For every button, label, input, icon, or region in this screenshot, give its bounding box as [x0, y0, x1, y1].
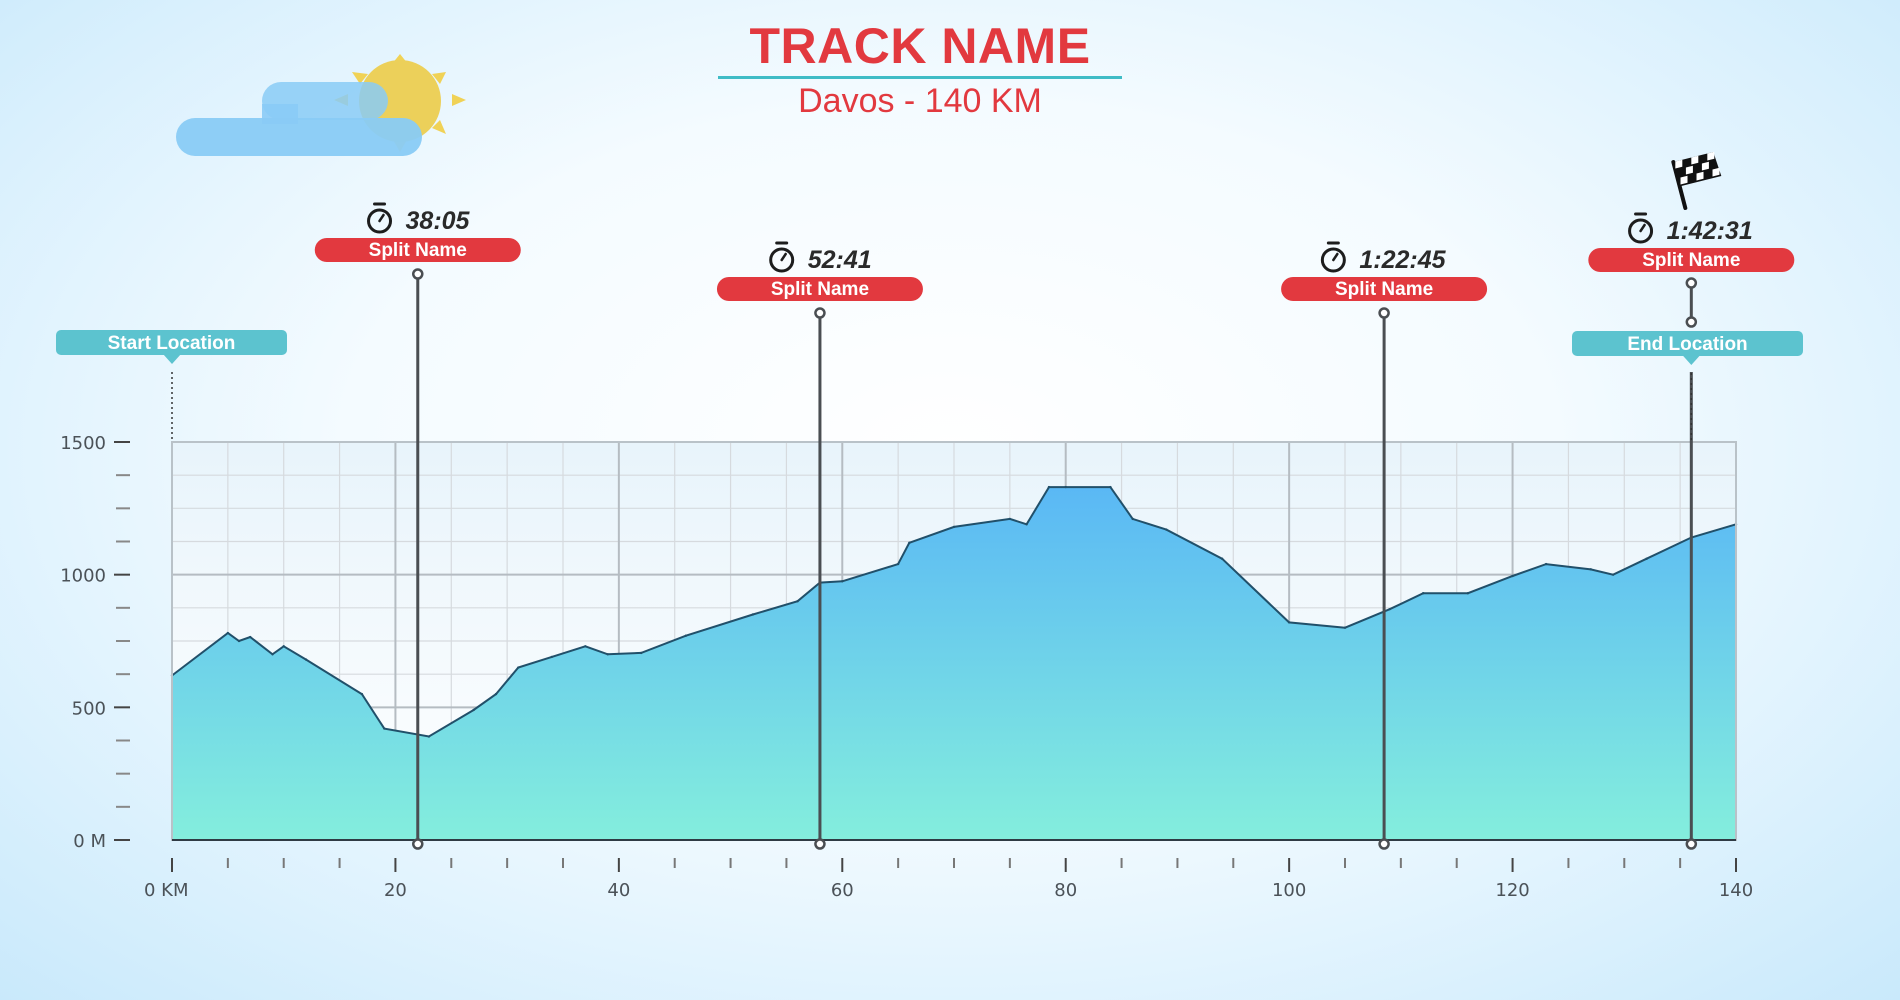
x-axis: 0 KM 20 40 60 80 100 120 140 [144, 839, 1753, 901]
split-marker: Split Name 52:41 [716, 241, 923, 850]
flag-square [1680, 175, 1688, 185]
stopwatch-icon [769, 241, 795, 273]
split-line-bottom-cap [1378, 838, 1390, 850]
split-connector-bottom-cap [1685, 316, 1698, 328]
y-tick-label: 1500 [60, 433, 106, 454]
split-name-label: Split Name [369, 240, 467, 261]
split-pill [1281, 277, 1488, 301]
x-tick-label: 0 KM [144, 880, 189, 901]
end-location-marker: End Location [1572, 331, 1803, 440]
split-time-label: 1:22:45 [1359, 246, 1446, 274]
elevation-area [172, 487, 1736, 840]
split-line-bottom-cap [814, 838, 826, 850]
location-label: Start Location [108, 333, 236, 354]
split-pill [314, 238, 521, 262]
stopwatch-icon [1628, 212, 1654, 244]
flag-square [1691, 155, 1699, 165]
split-name-label: Split Name [1642, 250, 1740, 271]
split-line-top-cap [1378, 307, 1390, 319]
stopwatch-hand [378, 213, 385, 223]
title-underline [718, 76, 1122, 79]
x-tick-label: 40 [607, 880, 630, 901]
x-tick-label: 60 [831, 880, 854, 901]
stopwatch-face [1628, 218, 1654, 244]
flag-square [1712, 167, 1720, 177]
split-marker: Split Name 1:42:31 [1588, 151, 1795, 850]
stopwatch-face [367, 208, 393, 234]
split-time-label: 52:41 [808, 246, 872, 274]
x-tick-label: 120 [1495, 880, 1529, 901]
page-subtitle: Davos - 140 KM [798, 82, 1042, 120]
flag-pole [1671, 160, 1688, 210]
location-markers: Start Location End Location [56, 330, 1803, 440]
flag-square [1701, 161, 1709, 171]
stopwatch-icon [367, 202, 393, 234]
flag-square [1675, 159, 1683, 169]
location-pointer [163, 354, 181, 364]
split-line-top-cap [412, 268, 424, 280]
stopwatch-icon [1320, 241, 1346, 273]
x-tick-label: 20 [384, 880, 407, 901]
y-axis: 0 M 500 1000 1500 [60, 433, 130, 852]
x-tick-label: 100 [1272, 880, 1306, 901]
x-tick-label: 80 [1054, 880, 1077, 901]
split-marker: Split Name 38:05 [314, 202, 521, 850]
split-line-bottom-cap [412, 838, 424, 850]
flag-square [1696, 171, 1704, 181]
plot-area: 0 KM 20 40 60 80 100 120 140 0 M 500 1000 1500 [60, 433, 1753, 901]
start-location-marker: Start Location [56, 330, 287, 440]
location-pill [1572, 331, 1803, 356]
y-tick-label: 1000 [60, 566, 106, 587]
split-marker: Split Name 1:22:45 [1281, 241, 1488, 850]
split-time-label: 38:05 [406, 207, 471, 235]
stopwatch-hand [1332, 252, 1339, 262]
flag-square [1707, 151, 1715, 161]
x-tick-label: 140 [1719, 880, 1753, 901]
stopwatch-hand [780, 252, 787, 262]
elevation-line [171, 486, 1737, 738]
flag-square [1685, 165, 1693, 175]
page-title: TRACK NAME [749, 18, 1091, 74]
title-block: TRACK NAME Davos - 140 KM [700, 18, 1140, 123]
split-connector-top-cap [1685, 277, 1698, 289]
finish-line-bottom-cap [1685, 838, 1698, 850]
split-name-label: Split Name [1335, 279, 1433, 300]
split-time-label: 1:42:31 [1667, 217, 1753, 245]
sun-behind-cloud-icon [176, 54, 466, 156]
checkered-flag-icon [1671, 151, 1722, 210]
y-tick-label: 0 M [73, 831, 106, 852]
y-tick-label: 500 [72, 698, 106, 719]
split-line-top-cap [814, 307, 826, 319]
split-pill [1588, 248, 1795, 272]
stopwatch-face [1320, 247, 1346, 273]
stopwatch-face [769, 247, 795, 273]
split-name-label: Split Name [771, 279, 869, 300]
location-pill [56, 330, 287, 355]
split-pill [716, 277, 923, 301]
location-label: End Location [1627, 334, 1747, 355]
location-pointer [1682, 355, 1701, 365]
stopwatch-hand [1639, 223, 1646, 233]
